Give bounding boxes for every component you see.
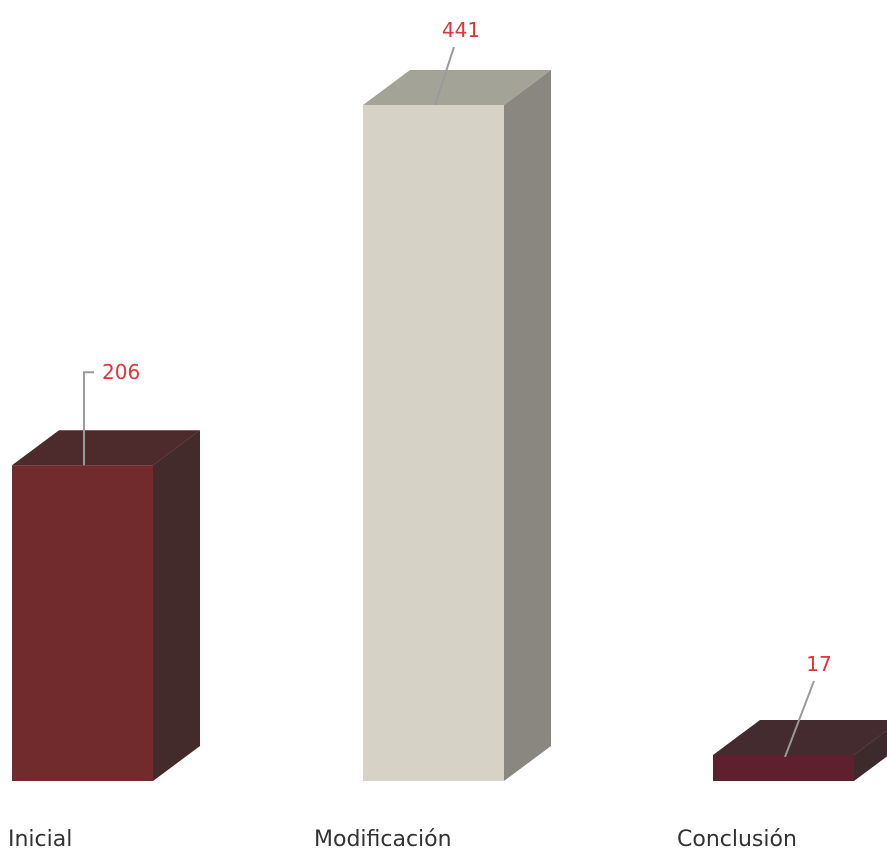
category-label-inicial: Inicial [8,827,72,851]
bar-modificacion [363,105,504,781]
bar-inicial-side [153,430,200,781]
bar-modificacion-side [504,70,551,781]
bar-inicial [12,465,153,781]
value-label-modificacion: 441 [442,18,480,42]
bar-conclusion-top [713,720,887,755]
category-label-conclusion: Conclusión [677,827,797,851]
value-label-conclusion: 17 [806,652,831,676]
category-labels-group: Inicial Modificación Conclusión [8,827,797,851]
bars-group [12,70,887,781]
category-label-modificacion: Modificación [314,827,452,851]
bar-conclusion [713,755,854,781]
value-label-inicial: 206 [102,360,140,384]
